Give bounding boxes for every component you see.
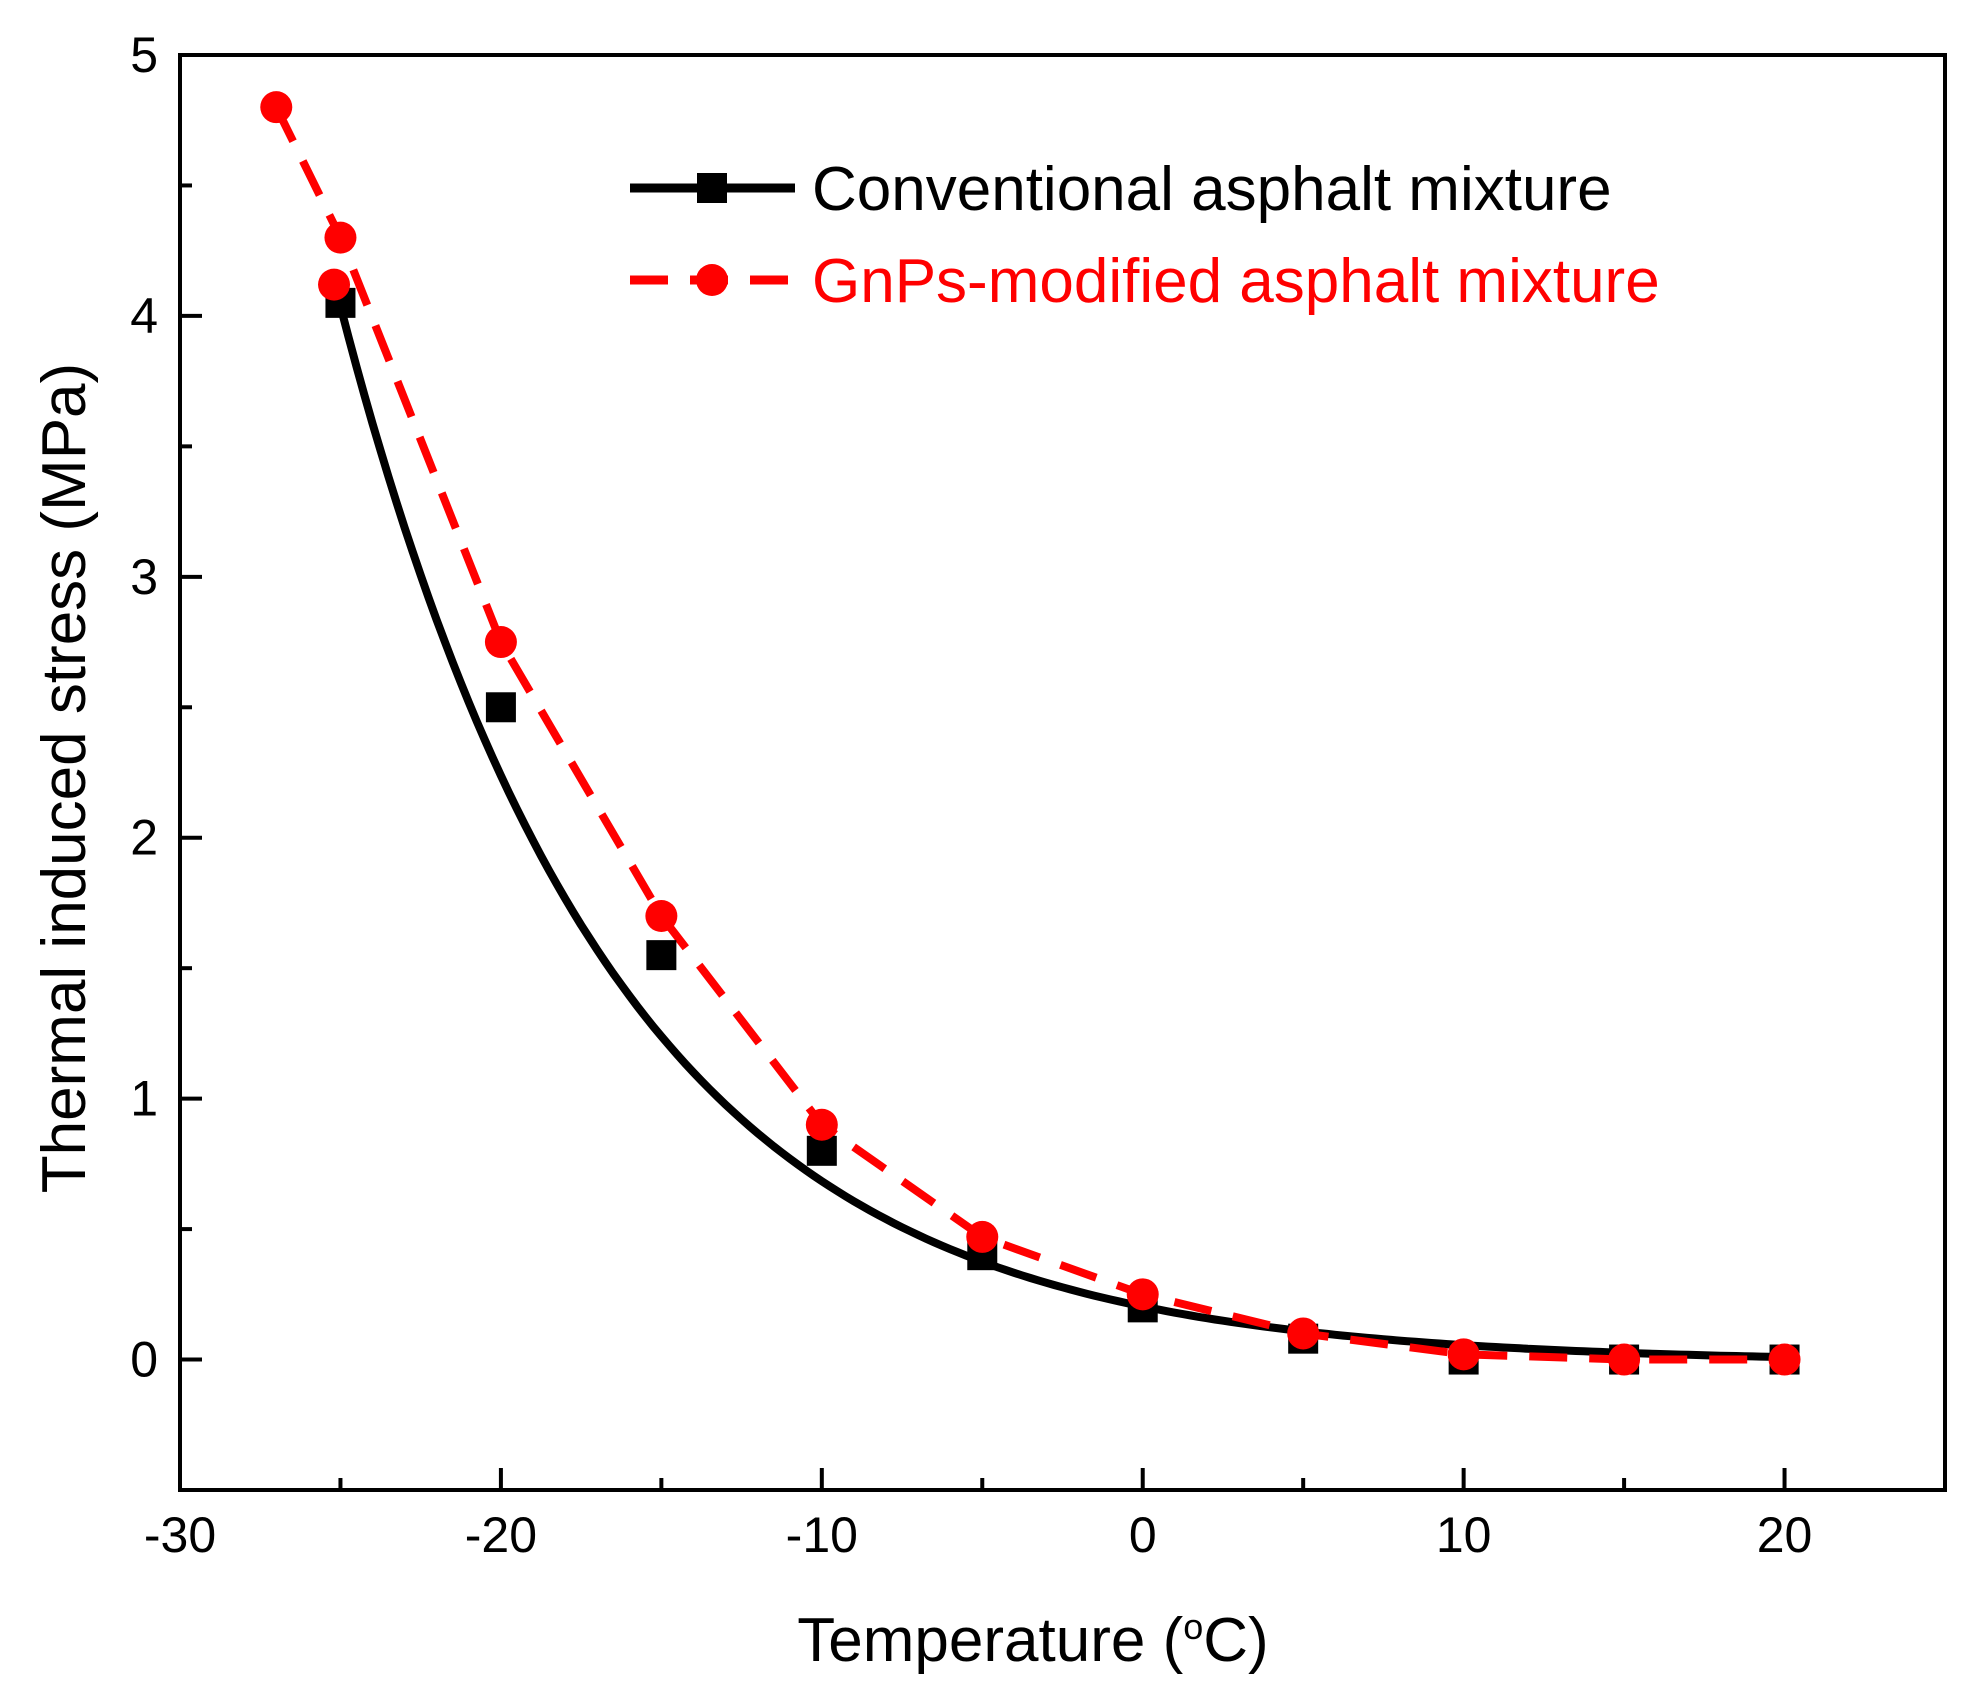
legend-label-conventional: Conventional asphalt mixture bbox=[812, 155, 1612, 224]
x-axis-title-main: Temperature ( bbox=[797, 1606, 1183, 1675]
legend-label-gnps: GnPs-modified asphalt mixture bbox=[812, 247, 1660, 316]
marker-gnps bbox=[484, 626, 517, 659]
y-tick-label: 1 bbox=[130, 1071, 158, 1127]
marker-gnps bbox=[1287, 1317, 1320, 1350]
marker-gnps bbox=[1608, 1343, 1641, 1376]
x-tick-label: -20 bbox=[465, 1507, 537, 1563]
legend-item-conventional: Conventional asphalt mixture bbox=[630, 155, 1612, 224]
x-tick-label: -10 bbox=[786, 1507, 858, 1563]
legend-marker-gnps bbox=[696, 264, 728, 296]
x-tick-label: 0 bbox=[1129, 1507, 1157, 1563]
marker-gnps bbox=[1447, 1338, 1480, 1371]
marker-gnps bbox=[1126, 1278, 1159, 1311]
marker-conventional bbox=[485, 692, 516, 723]
x-tick-label: 10 bbox=[1436, 1507, 1492, 1563]
marker-conventional bbox=[646, 940, 677, 971]
marker-gnps bbox=[318, 268, 351, 301]
x-axis-title-degree: o bbox=[1183, 1606, 1203, 1647]
y-tick-label: 3 bbox=[130, 549, 158, 605]
y-tick-label: 5 bbox=[130, 27, 158, 83]
x-tick-label: -30 bbox=[144, 1507, 216, 1563]
y-tick-label: 4 bbox=[130, 288, 158, 344]
legend: Conventional asphalt mixture GnPs-modifi… bbox=[630, 155, 1660, 316]
marker-gnps bbox=[324, 221, 357, 254]
x-axis-title-unit: C) bbox=[1203, 1606, 1268, 1675]
y-tick-label: 2 bbox=[130, 810, 158, 866]
legend-marker-conventional bbox=[697, 173, 727, 203]
y-axis-title: Thermal induced stress (MPa) bbox=[30, 363, 99, 1193]
marker-gnps bbox=[805, 1108, 838, 1141]
plot-frame bbox=[178, 53, 1947, 1492]
marker-conventional bbox=[806, 1135, 837, 1166]
marker-gnps bbox=[966, 1220, 999, 1253]
x-axis-title: Temperature (oC) bbox=[797, 1606, 1268, 1675]
legend-item-gnps: GnPs-modified asphalt mixture bbox=[630, 247, 1660, 316]
marker-gnps bbox=[1768, 1343, 1801, 1376]
marker-gnps bbox=[645, 900, 678, 932]
axes-layer: -30 -20 -10 0 10 20 0 1 2 3 4 5 bbox=[130, 27, 1947, 1563]
y-tick-label: 0 bbox=[130, 1332, 158, 1388]
series-line-conventional bbox=[336, 302, 1789, 1362]
marker-gnps bbox=[260, 91, 293, 124]
x-tick-label: 20 bbox=[1757, 1507, 1813, 1563]
series-layer bbox=[260, 91, 1801, 1376]
